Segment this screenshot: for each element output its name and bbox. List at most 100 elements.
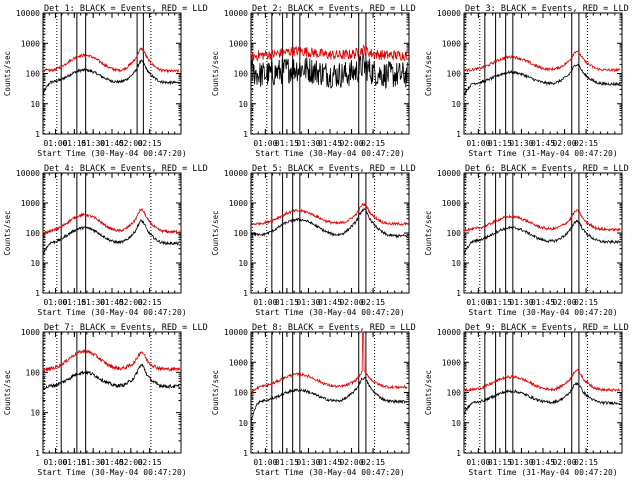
panel-6-xtick-label-01:00: 01:00 bbox=[466, 298, 490, 307]
panel-3-ytick-label-1000: 1000 bbox=[442, 39, 461, 48]
panel-3-title: Det 3: BLACK = Events, RED = LLD bbox=[465, 4, 629, 14]
panel-9-series-lld bbox=[463, 368, 621, 393]
panel-7-xtick-label-01:00: 01:00 bbox=[43, 458, 67, 467]
panel-4-xtick-label-02:00: 02:00 bbox=[119, 298, 143, 307]
panel-8-xlabel: Start Time (30-May-04 00:47:20) bbox=[255, 468, 404, 477]
panel-4-xtick-label-02:15: 02:15 bbox=[138, 298, 162, 307]
panel-4-ytick-label-1: 1 bbox=[35, 289, 40, 298]
panel-1-ytick-label-1: 1 bbox=[35, 130, 40, 139]
panel-6-series-lld bbox=[463, 208, 621, 232]
panel-6-ylabel: Counts/sec bbox=[424, 210, 433, 255]
panel-1-ytick-label-1000: 1000 bbox=[21, 39, 40, 48]
panel-9-ytick-label-1000: 1000 bbox=[442, 358, 461, 367]
panel-2-ytick-label-100: 100 bbox=[234, 70, 249, 79]
panel-2-xtick-label-01:00: 01:00 bbox=[253, 139, 277, 148]
panel-9-ylabel: Counts/sec bbox=[424, 370, 433, 415]
panel-9-frame bbox=[463, 331, 623, 454]
panel-5-ytick-label-100: 100 bbox=[234, 229, 249, 238]
panel-5-xtick-label-02:00: 02:00 bbox=[339, 298, 363, 307]
panel-2-ylabel: Counts/sec bbox=[211, 51, 220, 96]
panel-3-ytick-label-10000: 10000 bbox=[437, 9, 461, 18]
panel-6-ytick-label-10: 10 bbox=[451, 259, 461, 268]
panel-6-xtick-label-01:45: 01:45 bbox=[531, 298, 555, 307]
panel-1-title: Det 1: BLACK = Events, RED = LLD bbox=[44, 4, 208, 14]
panel-4-xtick-label-01:15: 01:15 bbox=[62, 298, 86, 307]
panel-7-xtick-label-02:00: 02:00 bbox=[119, 458, 143, 467]
panel-8-xtick-label-02:15: 02:15 bbox=[361, 458, 385, 467]
panel-6-ytick-label-1000: 1000 bbox=[442, 199, 461, 208]
panel-5-ytick-label-10: 10 bbox=[238, 259, 248, 268]
panel-6-ytick-label-10000: 10000 bbox=[437, 169, 461, 178]
panel-2-xtick-label-01:45: 01:45 bbox=[318, 139, 342, 148]
panel-9-ytick-label-10: 10 bbox=[451, 419, 461, 428]
panel-2-series-events bbox=[250, 53, 408, 90]
panel-7-series-lld bbox=[42, 348, 180, 373]
panel-1-ytick-label-100: 100 bbox=[26, 70, 41, 79]
panel-4-series-lld bbox=[42, 208, 180, 236]
panel-4-ytick-label-1000: 1000 bbox=[21, 199, 40, 208]
panel-5-ytick-label-1: 1 bbox=[243, 289, 248, 298]
panel-1-ylabel: Counts/sec bbox=[3, 51, 12, 96]
panel-6-ytick-label-100: 100 bbox=[447, 229, 462, 238]
panel-4-title: Det 4: BLACK = Events, RED = LLD bbox=[44, 164, 208, 174]
panel-6-xtick-label-01:30: 01:30 bbox=[509, 298, 533, 307]
panel-9-ytick-label-1: 1 bbox=[456, 449, 461, 458]
panel-7-ytick-label-1: 1 bbox=[35, 449, 40, 458]
panel-8-ylabel: Counts/sec bbox=[211, 370, 220, 415]
panel-5-title: Det 5: BLACK = Events, RED = LLD bbox=[252, 164, 416, 174]
panel-8-ytick-label-100: 100 bbox=[234, 389, 249, 398]
panel-9-title: Det 9: BLACK = Events, RED = LLD bbox=[465, 323, 629, 333]
panel-6-ytick-label-1: 1 bbox=[456, 289, 461, 298]
panel-2-xtick-label-01:15: 01:15 bbox=[275, 139, 299, 148]
panel-4-ytick-label-10000: 10000 bbox=[16, 169, 40, 178]
panel-4-ytick-label-10: 10 bbox=[30, 259, 40, 268]
panel-3-series-events bbox=[463, 63, 621, 96]
panel-8-xtick-label-01:30: 01:30 bbox=[296, 458, 320, 467]
panel-3-frame bbox=[463, 12, 623, 135]
panel-1-xtick-label-01:30: 01:30 bbox=[81, 139, 105, 148]
panel-5-xtick-label-02:15: 02:15 bbox=[361, 298, 385, 307]
panel-1-xtick-label-01:45: 01:45 bbox=[100, 139, 124, 148]
panel-1-xtick-label-01:00: 01:00 bbox=[43, 139, 67, 148]
panel-9-xtick-label-02:00: 02:00 bbox=[552, 458, 576, 467]
panel-4-xtick-label-01:30: 01:30 bbox=[81, 298, 105, 307]
panel-6-xtick-label-02:15: 02:15 bbox=[574, 298, 598, 307]
panel-9-xlabel: Start Time (31-May-04 00:47:20) bbox=[468, 468, 617, 477]
panel-7-ylabel: Counts/sec bbox=[3, 370, 12, 415]
panel-2-xtick-label-02:15: 02:15 bbox=[361, 139, 385, 148]
panel-1-ytick-label-10: 10 bbox=[30, 100, 40, 109]
panel-8-xtick-label-02:00: 02:00 bbox=[339, 458, 363, 467]
panel-5-ytick-label-1000: 1000 bbox=[229, 199, 248, 208]
panel-3-xtick-label-02:15: 02:15 bbox=[574, 139, 598, 148]
panel-2-title: Det 2: BLACK = Events, RED = LLD bbox=[252, 4, 416, 14]
panel-2-xtick-label-01:30: 01:30 bbox=[296, 139, 320, 148]
panel-9-xtick-label-01:00: 01:00 bbox=[466, 458, 490, 467]
panel-4-ytick-label-100: 100 bbox=[26, 229, 41, 238]
panel-5-ylabel: Counts/sec bbox=[211, 210, 220, 255]
panel-1-frame bbox=[42, 12, 182, 135]
panel-8-ytick-label-10000: 10000 bbox=[224, 328, 248, 337]
panel-9-xtick-label-02:15: 02:15 bbox=[574, 458, 598, 467]
panel-1-ytick-label-10000: 10000 bbox=[16, 9, 40, 18]
panel-5-ytick-label-10000: 10000 bbox=[224, 169, 248, 178]
panel-7-title: Det 7: BLACK = Events, RED = LLD bbox=[44, 323, 208, 333]
panel-8-xtick-label-01:45: 01:45 bbox=[318, 458, 342, 467]
panel-7-xtick-label-01:30: 01:30 bbox=[81, 458, 105, 467]
panel-3-xtick-label-01:15: 01:15 bbox=[488, 139, 512, 148]
panel-4-xtick-label-01:00: 01:00 bbox=[43, 298, 67, 307]
panel-4-xtick-label-01:45: 01:45 bbox=[100, 298, 124, 307]
panel-4-series-events bbox=[42, 219, 180, 255]
panel-7-xtick-label-01:15: 01:15 bbox=[62, 458, 86, 467]
panel-8-series-lld bbox=[250, 331, 408, 394]
panel-8-frame bbox=[250, 331, 410, 454]
panel-5-series-events bbox=[250, 207, 408, 239]
panel-3-series-lld bbox=[463, 50, 621, 73]
panel-7-xtick-label-02:15: 02:15 bbox=[138, 458, 162, 467]
panel-2-ytick-label-10000: 10000 bbox=[224, 9, 248, 18]
panel-5-xlabel: Start Time (30-May-04 00:47:20) bbox=[255, 308, 404, 317]
panel-8-xtick-label-01:15: 01:15 bbox=[275, 458, 299, 467]
panel-9-series-events bbox=[463, 382, 621, 414]
panel-8-series-events bbox=[250, 376, 408, 424]
panel-1-xtick-label-01:15: 01:15 bbox=[62, 139, 86, 148]
